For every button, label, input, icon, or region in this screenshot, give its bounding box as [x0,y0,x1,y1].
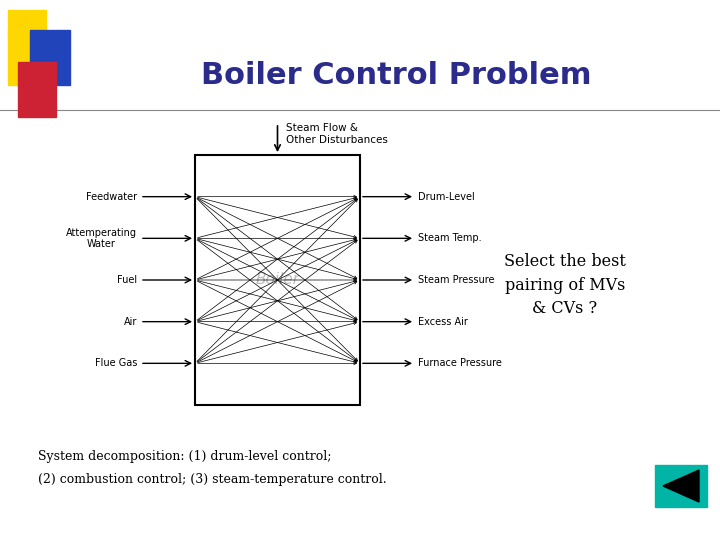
Text: Boiler Control Problem: Boiler Control Problem [201,60,591,90]
Bar [8,10,46,38]
Text: (2) combustion control; (3) steam-temperature control.: (2) combustion control; (3) steam-temper… [38,473,387,486]
Text: Steam Temp.: Steam Temp. [418,233,482,244]
Text: Attemperating
Water: Attemperating Water [66,227,137,249]
Text: Furnace Pressure: Furnace Pressure [418,359,502,368]
Text: Drum-Level: Drum-Level [418,192,474,201]
Text: System decomposition: (1) drum-level control;: System decomposition: (1) drum-level con… [38,450,331,463]
Text: Fuel: Fuel [117,275,137,285]
Bar [18,62,56,117]
Bar [8,30,46,85]
Text: Flue Gas: Flue Gas [94,359,137,368]
Text: Steam Flow &
Other Disturbances: Steam Flow & Other Disturbances [286,123,387,145]
Text: Air: Air [124,316,137,327]
Bar [30,30,70,85]
Text: Select the best
pairing of MVs
& CVs ?: Select the best pairing of MVs & CVs ? [504,253,626,317]
Bar [655,465,707,507]
Text: Steam Pressure: Steam Pressure [418,275,495,285]
Text: Boiler: Boiler [256,273,300,287]
Polygon shape [663,470,699,502]
Bar [195,155,360,405]
Text: Feedwater: Feedwater [86,192,137,201]
Text: Excess Air: Excess Air [418,316,468,327]
